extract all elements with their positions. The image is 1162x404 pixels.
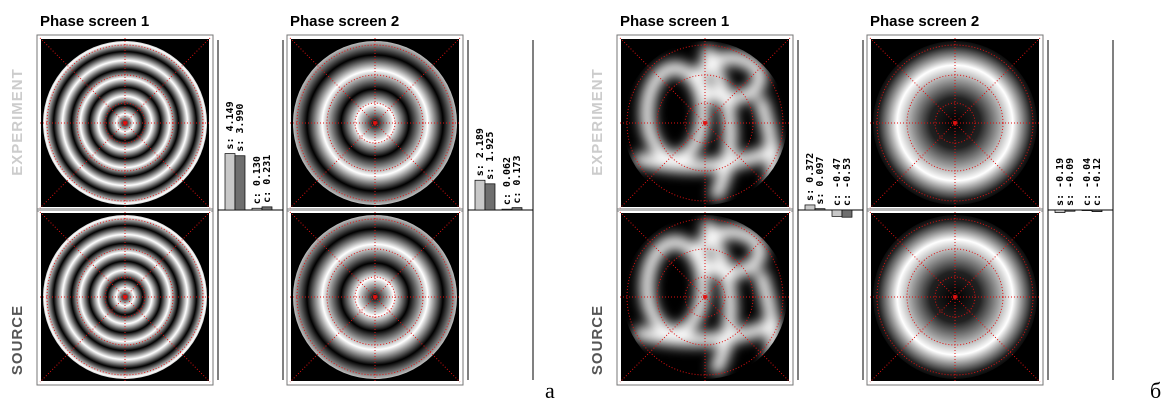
center-dot [123,121,127,125]
bar [1082,210,1092,211]
figure: EXPERIMENTSOURCEaPhase screen 1s: 4.149s… [0,0,1162,404]
bar [1092,210,1102,212]
bar [1065,210,1075,211]
value-label: s: 3.990 [235,104,246,152]
value-label: s: 0.097 [815,157,826,205]
row-label: SOURCE [589,305,606,375]
center-dot [953,121,957,125]
bar [815,209,825,210]
bar [832,210,842,216]
bar [252,208,262,210]
bar [225,154,235,210]
bar [262,207,272,210]
center-dot [123,295,127,299]
bar [512,208,522,210]
bar [502,209,512,210]
bar [475,180,485,210]
value-label: c: 0.173 [512,155,523,203]
panel-letter: a [545,378,555,403]
row-label: SOURCE [9,305,26,375]
bar [485,184,495,210]
center-dot [373,121,377,125]
value-label: c: -0.12 [1092,158,1103,206]
center-dot [703,121,707,125]
center-dot [703,295,707,299]
screen-title: Phase screen 2 [290,13,399,30]
screen-title: Phase screen 1 [620,13,729,30]
bar [805,205,815,210]
bar [842,210,852,217]
value-label: c: 0.231 [262,155,273,203]
bar [1055,210,1065,213]
value-label: s: -0.09 [1065,158,1076,206]
bar [235,156,245,210]
screen-title: Phase screen 2 [870,13,979,30]
row-label: EXPERIMENT [9,68,26,176]
center-dot [953,295,957,299]
value-label: c: -0.53 [842,158,853,206]
center-dot [373,295,377,299]
screen-title: Phase screen 1 [40,13,149,30]
row-label: EXPERIMENT [589,68,606,176]
value-label: s: 1.925 [485,132,496,180]
panel-letter: б [1150,378,1161,403]
